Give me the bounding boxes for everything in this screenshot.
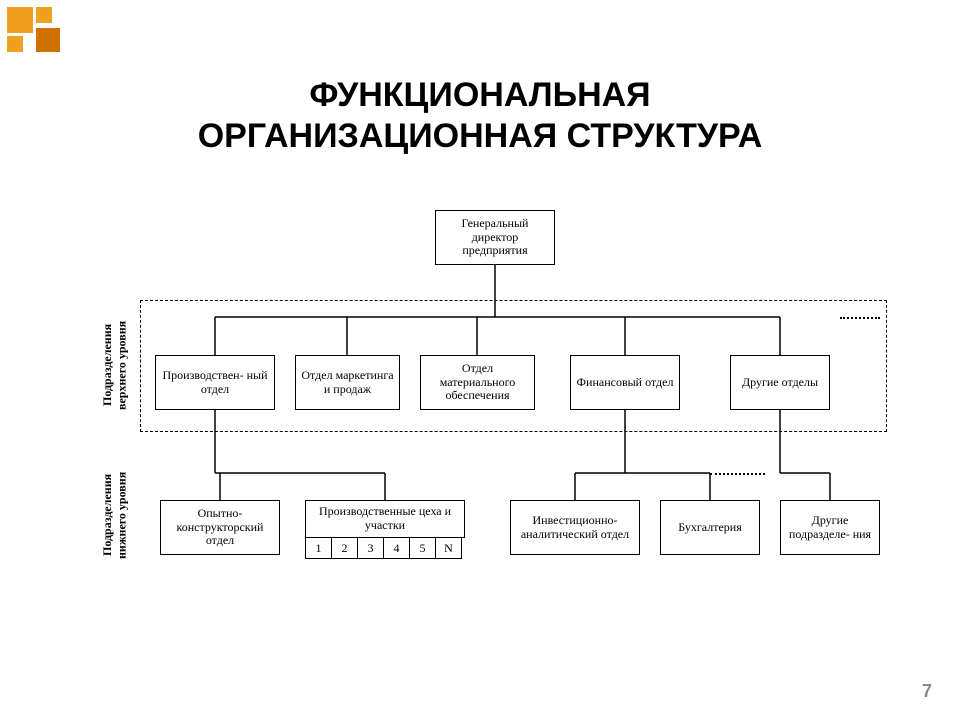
org-chart: Подразделения верхнего уровня Подразделе… — [80, 200, 900, 630]
slide: ФУНКЦИОНАЛЬНАЯ ОРГАНИЗАЦИОННАЯ СТРУКТУРА… — [0, 0, 960, 720]
node-production-dept: Производствен- ный отдел — [155, 355, 275, 410]
workshop-cell: 2 — [331, 537, 358, 559]
workshop-cell: 4 — [383, 537, 410, 559]
dotted-continuation — [840, 317, 880, 319]
workshop-cell: N — [435, 537, 462, 559]
node-accounting: Бухгалтерия — [660, 500, 760, 555]
workshop-cell: 3 — [357, 537, 384, 559]
decor-square — [7, 36, 23, 52]
workshop-cell: 5 — [409, 537, 436, 559]
node-marketing-dept: Отдел маркетинга и продаж — [295, 355, 400, 410]
node-root: Генеральный директор предприятия — [435, 210, 555, 265]
node-materials-dept: Отдел материального обеспечения — [420, 355, 535, 410]
node-other-subunits: Другие подразделе- ния — [780, 500, 880, 555]
dotted-continuation — [710, 473, 765, 475]
workshop-cell: 1 — [305, 537, 332, 559]
workshops-cells: 1 2 3 4 5 N — [305, 537, 462, 559]
node-workshops: Производственные цеха и участки — [305, 500, 465, 538]
page-number: 7 — [922, 681, 932, 702]
node-rnd-dept: Опытно- конструкторский отдел — [160, 500, 280, 555]
slide-title: ФУНКЦИОНАЛЬНАЯ ОРГАНИЗАЦИОННАЯ СТРУКТУРА — [0, 75, 960, 157]
node-other-depts: Другие отделы — [730, 355, 830, 410]
decor-square — [7, 7, 33, 33]
decor-square — [36, 28, 60, 52]
node-finance-dept: Финансовый отдел — [570, 355, 680, 410]
node-investment-dept: Инвестиционно- аналитический отдел — [510, 500, 640, 555]
decor-square — [36, 7, 52, 23]
